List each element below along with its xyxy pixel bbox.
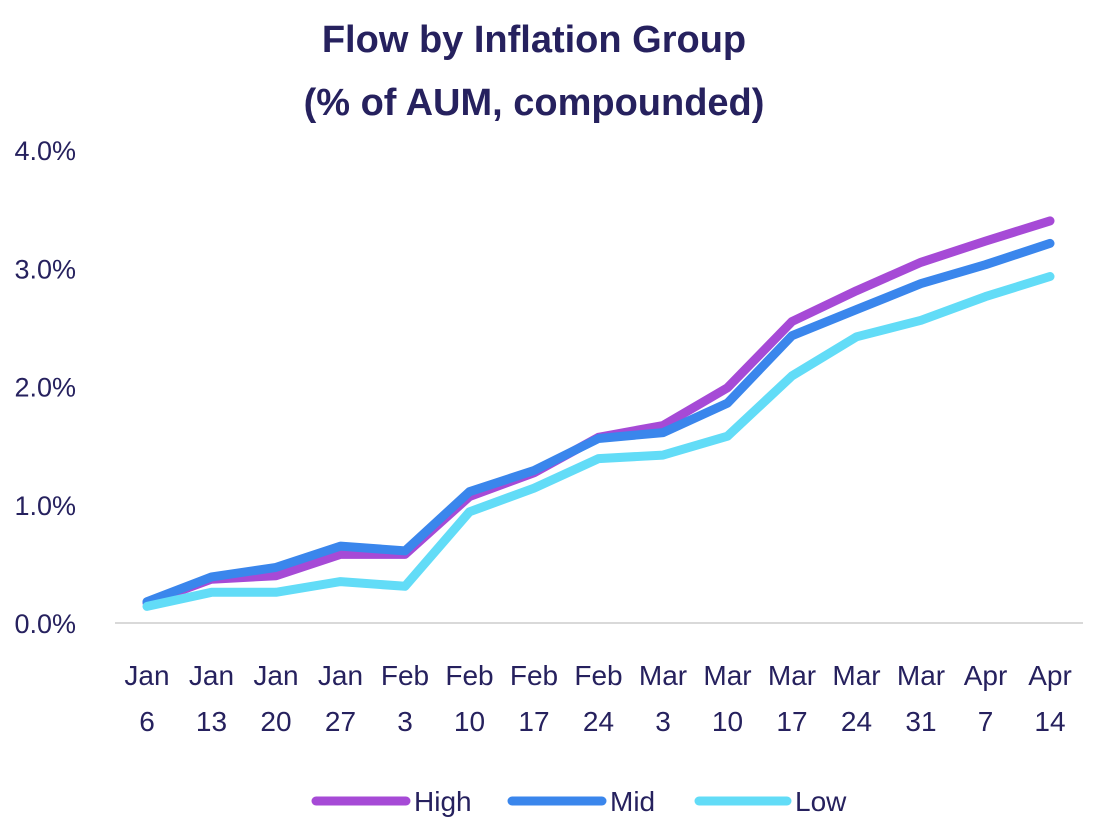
x-tick-label-month: Mar [768,660,816,691]
x-tick-label-day: 7 [978,706,994,737]
x-tick-label-month: Feb [574,660,622,691]
x-tick-label-month: Feb [381,660,429,691]
y-tick-label: 3.0% [14,254,76,284]
x-tick-label-month: Jan [124,660,169,691]
y-axis-ticks: 0.0% 1.0% 2.0% 3.0% 4.0% [14,136,76,639]
x-tick-label-month: Mar [703,660,751,691]
x-tick-label-day: 27 [325,706,356,737]
x-tick-label-day: 20 [260,706,291,737]
x-tick-label-day: 3 [397,706,413,737]
legend-label-high: High [414,786,472,817]
series-line-low [142,272,1055,611]
x-tick-label-month: Apr [964,660,1008,691]
x-tick-label-month: Mar [639,660,687,691]
x-tick-label-month: Mar [832,660,880,691]
x-tick-label-month: Feb [510,660,558,691]
x-tick-label-day: 14 [1034,706,1065,737]
y-tick-label: 4.0% [14,136,76,166]
x-tick-label-month: Apr [1028,660,1072,691]
x-tick-label-day: 3 [655,706,671,737]
x-tick-label-day: 13 [196,706,227,737]
x-tick-label-day: 10 [712,706,743,737]
x-tick-label-day: 31 [905,706,936,737]
x-tick-label-day: 17 [776,706,807,737]
legend-label-mid: Mid [610,786,655,817]
y-tick-label: 2.0% [14,373,76,403]
legend-label-low: Low [795,786,847,817]
x-tick-label-day: 6 [139,706,155,737]
y-tick-label: 0.0% [14,609,76,639]
chart-title-line-2: (% of AUM, compounded) [304,82,765,124]
x-tick-label-month: Jan [189,660,234,691]
y-tick-label: 1.0% [14,491,76,521]
chart-title-line-1: Flow by Inflation Group [322,19,746,61]
x-tick-label-month: Feb [445,660,493,691]
x-tick-label-day: 10 [454,706,485,737]
x-tick-label-month: Mar [897,660,945,691]
x-axis-ticks: Jan 6 Jan 13 Jan 20 Jan 27 Feb 3 Feb 10 Feb 17 Feb 24 Ma… [124,660,1071,737]
legend: High Mid Low [311,786,847,817]
x-tick-label-month: Jan [318,660,363,691]
x-tick-label-day: 24 [583,706,614,737]
x-tick-label-day: 24 [841,706,872,737]
series-line-mid [142,238,1055,607]
x-tick-label-day: 17 [518,706,549,737]
series-line-high [142,216,1055,608]
x-tick-label-month: Jan [253,660,298,691]
series-lines [142,216,1055,611]
